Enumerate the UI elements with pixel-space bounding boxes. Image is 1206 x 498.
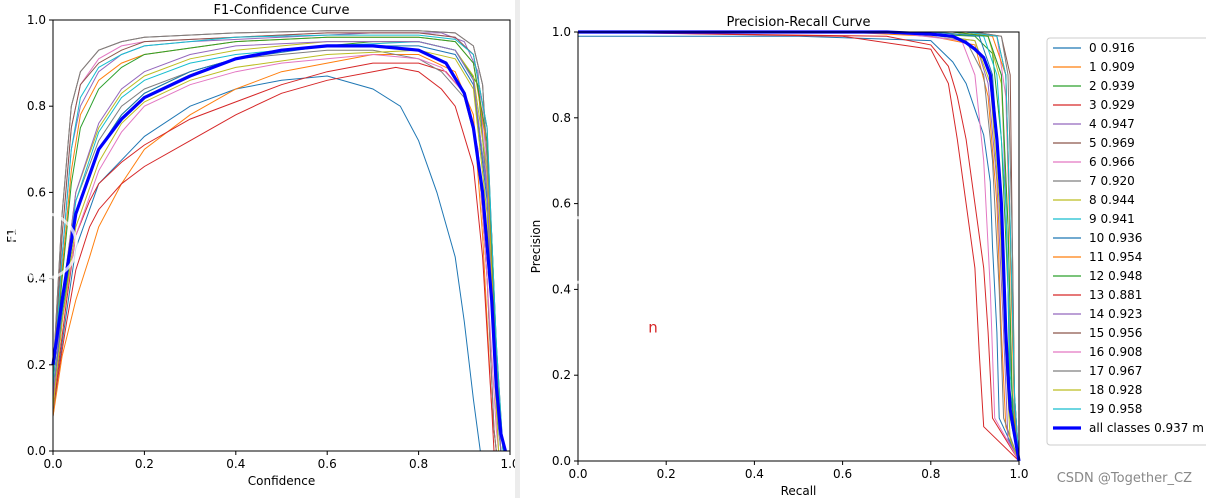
pr-legend-box <box>1046 37 1206 446</box>
pr-title: Precision-Recall Curve <box>727 15 871 30</box>
pr-legend-label-17: 17 0.967 <box>1089 364 1142 378</box>
pr-legend-label-19: 19 0.958 <box>1089 402 1142 416</box>
pr-legend-label-13: 13 0.881 <box>1089 288 1142 302</box>
pr-legend-label-11: 11 0.954 <box>1089 250 1142 264</box>
f1-xlabel: Confidence <box>248 474 315 488</box>
f1-confidence-chart: 0.00.20.40.60.81.00.00.20.40.60.81.0F1-C… <box>5 3 515 488</box>
pr-legend-label-0: 0 0.916 <box>1089 41 1135 55</box>
pr-xtick-label-0: 0.0 <box>568 467 587 481</box>
pr-xtick-label-1: 0.2 <box>657 467 676 481</box>
pr-legend-label-15: 15 0.956 <box>1089 326 1142 340</box>
f1-ytick-label-1: 0.2 <box>27 358 46 372</box>
watermark: CSDN @Together_CZ <box>1056 471 1192 486</box>
pr-legend-label-12: 12 0.948 <box>1089 269 1142 283</box>
pr-legend-label-all-classes: all classes 0.937 m <box>1089 421 1204 435</box>
f1-ytick-label-4: 0.8 <box>27 99 46 113</box>
pr-legend-label-9: 9 0.941 <box>1089 212 1135 226</box>
f1-title: F1-Confidence Curve <box>213 3 349 18</box>
pr-legend-label-8: 8 0.944 <box>1089 193 1135 207</box>
pr-ytick-label-3: 0.6 <box>552 197 571 211</box>
pr-ytick-label-5: 1.0 <box>552 25 571 39</box>
precision-recall-panel: 0.0 0.2 0.4 0.6 0.8 1.0 0.0 0.2 0.4 0.6 0.8 1.0 Prec… <box>520 0 1206 498</box>
pr-ytick-label-4: 0.8 <box>552 111 571 125</box>
f1-series-19 <box>52 34 504 452</box>
pr-xtick-label-5: 1.0 <box>1009 467 1028 481</box>
pr-series-all-classes <box>578 30 1021 462</box>
pr-legend-label-16: 16 0.908 <box>1089 345 1142 359</box>
pr-legend-label-3: 3 0.929 <box>1089 98 1135 112</box>
f1-xtick-label-4: 0.8 <box>409 457 428 471</box>
pr-legend-label-4: 4 0.947 <box>1089 117 1135 131</box>
pr-annotation: n <box>648 318 658 336</box>
f1-series-18 <box>52 49 500 452</box>
pr-xtick-label-3: 0.6 <box>833 467 852 481</box>
prev-arrow-circle-left[interactable] <box>10 212 78 280</box>
pr-legend-label-14: 14 0.923 <box>1089 307 1142 321</box>
f1-xtick-label-2: 0.4 <box>226 457 245 471</box>
f1-series-13 <box>52 66 495 452</box>
pr-ytick-label-0: 0.0 <box>552 454 571 468</box>
pr-ylabel: Precision <box>529 220 543 274</box>
pr-xlabel: Recall <box>781 484 817 498</box>
f1-xtick-label-5: 1.0 <box>500 457 515 471</box>
f1-ytick-label-0: 0.0 <box>27 444 46 458</box>
pr-legend-label-10: 10 0.936 <box>1089 231 1142 245</box>
f1-confidence-panel: 0.00.20.40.60.81.00.00.20.40.60.81.0F1-C… <box>0 0 515 498</box>
pr-legend-label-18: 18 0.928 <box>1089 383 1142 397</box>
f1-series-14 <box>52 41 502 452</box>
pr-xtick-label-4: 0.8 <box>921 467 940 481</box>
prev-arrow-circle-right[interactable] <box>540 216 608 284</box>
f1-ytick-label-5: 1.0 <box>27 13 46 27</box>
panel-divider <box>515 0 520 498</box>
pr-legend-label-5: 5 0.969 <box>1089 136 1135 150</box>
pr-plot-area <box>578 32 1019 461</box>
f1-series-12 <box>52 36 504 452</box>
precision-recall-chart: 0.0 0.2 0.4 0.6 0.8 1.0 0.0 0.2 0.4 0.6 0.8 1.0 Prec… <box>529 15 1206 498</box>
pr-legend-label-1: 1 0.909 <box>1089 60 1135 74</box>
pr-legend-label-7: 7 0.920 <box>1089 174 1135 188</box>
pr-series-3 <box>577 31 1020 462</box>
pr-legend-label-6: 6 0.966 <box>1089 155 1135 169</box>
pr-legend-label-2: 2 0.939 <box>1089 79 1135 93</box>
f1-xtick-label-0: 0.0 <box>43 457 62 471</box>
f1-series-0 <box>52 75 481 452</box>
f1-series-17 <box>52 30 504 452</box>
f1-series-all-classes <box>51 44 507 452</box>
pr-series-13 <box>577 31 1020 462</box>
f1-series-4 <box>52 32 502 452</box>
f1-xtick-label-1: 0.2 <box>135 457 154 471</box>
pr-ytick-label-1: 0.2 <box>552 368 571 382</box>
pr-ytick-label-2: 0.4 <box>552 282 571 296</box>
f1-xtick-label-3: 0.6 <box>318 457 337 471</box>
pr-xtick-label-2: 0.4 <box>745 467 764 481</box>
f1-ytick-label-3: 0.6 <box>27 185 46 199</box>
